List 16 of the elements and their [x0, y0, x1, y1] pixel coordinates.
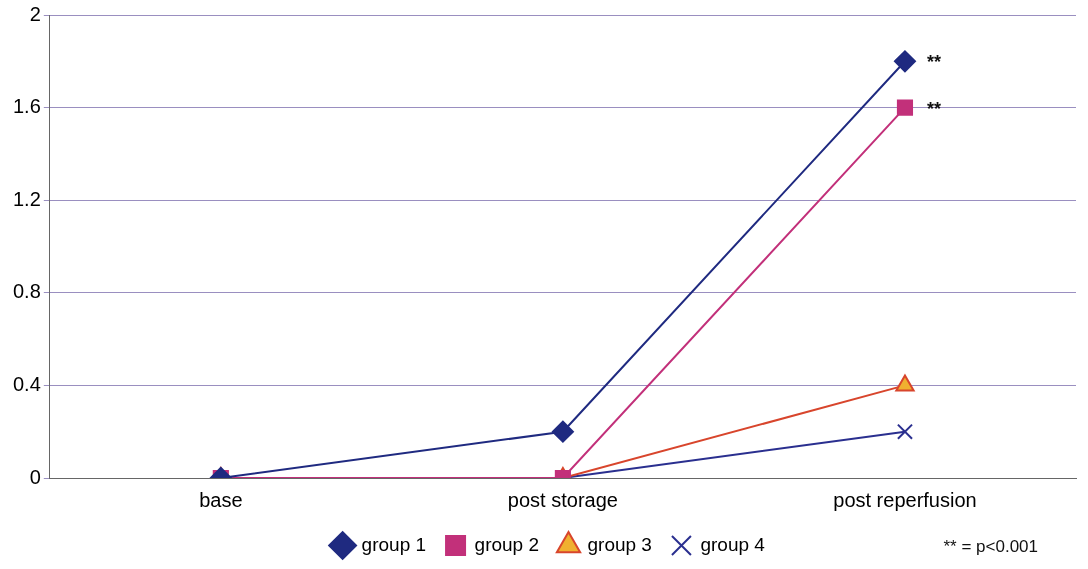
x-tick-label: post storage — [507, 488, 618, 511]
y-tick-label: 0.4 — [12, 372, 41, 395]
annotation: ** — [926, 98, 941, 119]
legend-label: group 3 — [587, 533, 652, 555]
y-tick-label: 2 — [29, 2, 41, 25]
legend-label: group 1 — [361, 533, 427, 555]
y-tick-label: 0.8 — [12, 280, 41, 303]
legend-label: group 4 — [700, 533, 766, 555]
y-tick-label: 1.6 — [12, 95, 41, 118]
annotation: ** — [926, 52, 941, 73]
x-tick-label: post reperfusion — [833, 488, 977, 511]
x-tick-label: base — [199, 488, 243, 511]
legend-label: group 2 — [474, 533, 540, 555]
y-tick-label: 0 — [29, 465, 41, 488]
y-tick-label: 1.2 — [12, 187, 41, 210]
text: ** = p<0.001 — [943, 536, 1038, 556]
